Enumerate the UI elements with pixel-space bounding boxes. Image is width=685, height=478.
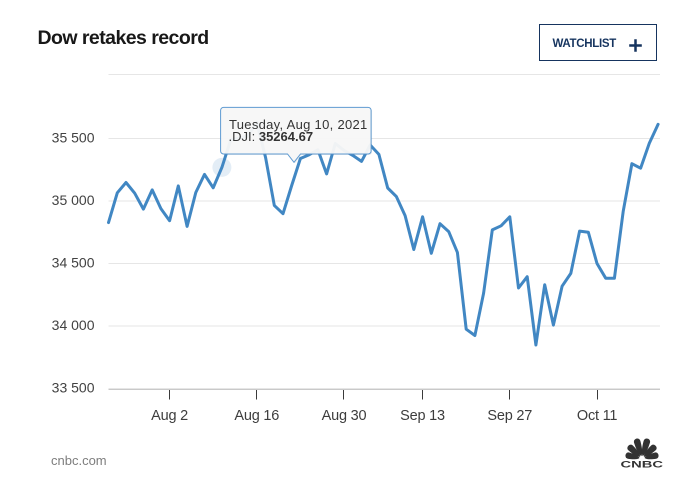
svg-text:Sep 27: Sep 27 — [487, 408, 532, 424]
svg-text:Aug 30: Aug 30 — [322, 408, 367, 424]
svg-text:35 000: 35 000 — [52, 192, 95, 208]
svg-text:33 500: 33 500 — [52, 380, 95, 396]
svg-text:34 000: 34 000 — [52, 317, 95, 333]
svg-text:34 500: 34 500 — [52, 255, 95, 271]
svg-text:35 500: 35 500 — [52, 130, 95, 146]
svg-text:Aug 2: Aug 2 — [151, 408, 188, 424]
svg-text:Sep 13: Sep 13 — [400, 408, 445, 424]
svg-text:CNBC: CNBC — [621, 459, 664, 470]
svg-text:Oct 11: Oct 11 — [577, 408, 618, 424]
svg-text:Aug 16: Aug 16 — [234, 408, 279, 424]
